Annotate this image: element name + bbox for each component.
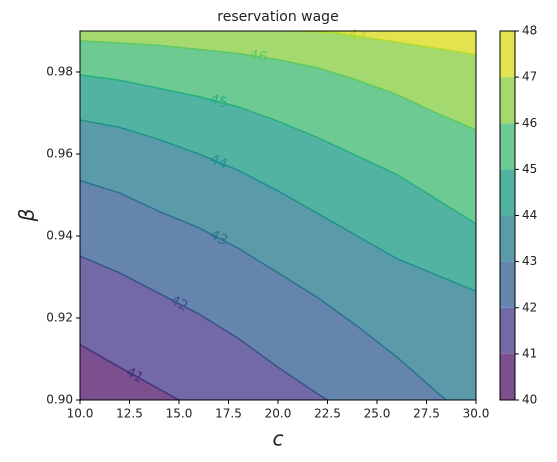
y-tick-label: 0.94: [46, 229, 73, 243]
colorbar-band: [500, 31, 515, 78]
colorbar-tick-label: 44: [522, 208, 537, 222]
colorbar-band: [500, 77, 515, 124]
colorbar-band: [500, 169, 515, 216]
x-tick-label: 22.5: [314, 407, 341, 421]
contour-band: [80, 31, 476, 400]
y-tick-label: 0.96: [46, 147, 73, 161]
x-tick-label: 25.0: [364, 407, 391, 421]
x-tick-label: 12.5: [116, 407, 143, 421]
x-axis-label: c: [273, 427, 284, 451]
colorbar-tick-label: 47: [522, 70, 537, 84]
contour-label: 47: [347, 27, 367, 46]
colorbar-band: [500, 123, 515, 170]
contour-label: 43: [207, 227, 230, 249]
colorbar-band: [500, 215, 515, 262]
contour-line: [80, 40, 476, 131]
y-axis-label: β: [15, 208, 39, 222]
colorbar-tick-label: 43: [522, 254, 537, 268]
chart-title: reservation wage: [217, 9, 338, 25]
y-tick-label: 0.92: [46, 311, 73, 325]
contour-label: 44: [207, 151, 230, 173]
contour-label: 46: [248, 47, 268, 66]
contour-line: [80, 74, 476, 225]
colorbar-band: [500, 353, 515, 400]
x-tick-label: 27.5: [413, 407, 440, 421]
contour-label: 45: [208, 92, 229, 112]
colorbar-tick-label: 45: [522, 162, 537, 176]
colorbar-tick-label: 48: [522, 24, 537, 38]
x-tick-label: 15.0: [166, 407, 193, 421]
contour-line: [80, 255, 328, 400]
x-tick-label: 30.0: [463, 407, 490, 421]
colorbar-tick-label: 41: [522, 346, 537, 360]
x-tick-label: 10.0: [67, 407, 94, 421]
contour-lines: [80, 31, 476, 400]
contour-label: 42: [167, 292, 190, 314]
contour-band: [80, 31, 476, 400]
y-tick-label: 0.98: [46, 65, 73, 79]
colorbar-tick-label: 42: [522, 300, 537, 314]
contour-label: 41: [123, 364, 146, 387]
colorbar-band: [500, 261, 515, 308]
contour-line: [80, 343, 180, 400]
colorbar-tick-label: 46: [522, 116, 537, 130]
contour-fills: [80, 31, 476, 400]
contour-line: [80, 179, 447, 400]
contour-line: [297, 31, 476, 56]
colorbar-tick-label: 40: [522, 393, 537, 407]
y-tick-label: 0.90: [46, 393, 73, 407]
contour-line: [80, 119, 476, 293]
x-tick-label: 20.0: [265, 407, 292, 421]
colorbar-band: [500, 307, 515, 354]
x-tick-label: 17.5: [215, 407, 242, 421]
